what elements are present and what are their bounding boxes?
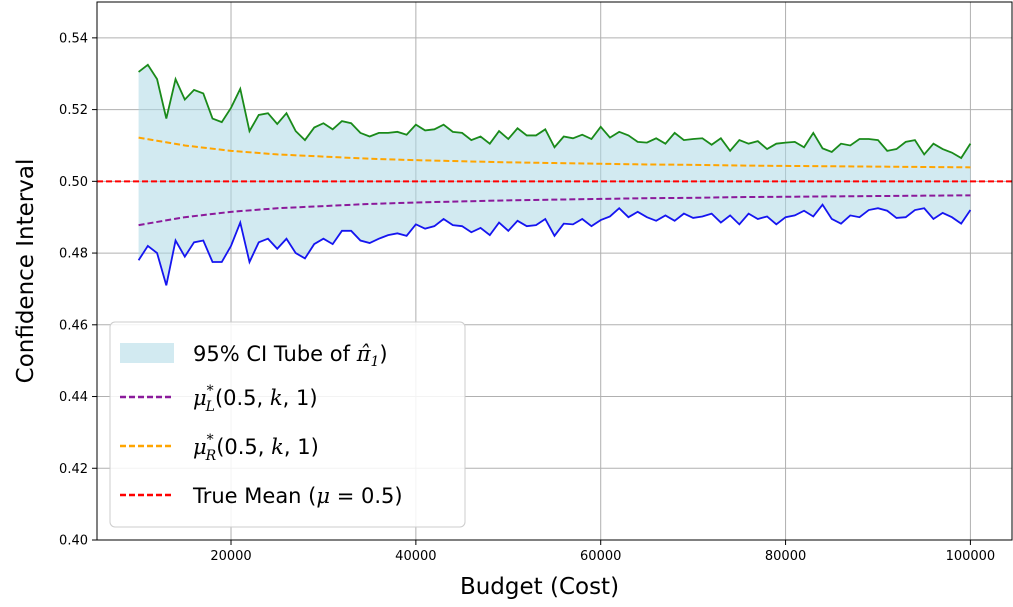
y-tick-label-1: 0.42 [59,462,88,477]
legend-true-symbol: μ [316,484,330,508]
legend-mu-r-args: (0.5, [216,435,271,459]
y-tick-label-4: 0.48 [59,247,88,262]
x-tick-label-0: 20000 [210,549,251,564]
legend: 95% CI Tube of π̂1)μ* L(0.5, k, 1)μ* R(0.5… [110,322,465,527]
y-axis: 0.40 0.42 0.44 0.46 0.48 0.50 0.52 0.54 Confiden… [13,31,97,548]
legend-mu-r-symbol: μ [193,435,207,459]
legend-mu-l-subscript: L [205,399,215,415]
legend-tube-symbol: π̂ [356,342,372,366]
x-tick-label-1: 40000 [395,549,436,564]
legend-tube-prefix: 95% CI Tube of [193,342,357,366]
y-axis-label: Confidence Interval [13,159,39,384]
legend-tube-subscript: 1 [371,354,380,370]
legend-mu-l-args: (0.5, [215,386,270,410]
y-tick-label-3: 0.46 [59,318,88,333]
legend-mu-r-subscript: R [205,448,217,464]
legend-mu-r-k: k [271,435,284,459]
legend-mu-l-superscript: * [207,383,214,399]
legend-mu-l-symbol: μ [193,386,207,410]
legend-mu-r-superscript: * [207,432,214,448]
x-tick-label-3: 80000 [765,549,806,564]
x-tick-label-2: 60000 [580,549,621,564]
y-tick-label-2: 0.44 [59,390,88,405]
x-axis-label: Budget (Cost) [460,574,619,600]
y-tick-label-5: 0.50 [59,175,88,190]
legend-mu-r-tail: , 1) [284,435,319,459]
x-axis: 20000 40000 60000 80000 100000 Budget (Cost) [210,540,995,600]
legend-mu-l-k: k [270,386,283,410]
legend-swatch-tube [120,343,174,363]
y-tick-label-6: 0.52 [59,103,88,118]
y-tick-label-0: 0.40 [59,534,88,549]
x-tick-label-4: 100000 [946,549,996,564]
legend-label-tube: 95% CI Tube of π̂1) [193,342,388,370]
legend-mu-l-tail: , 1) [283,386,318,410]
legend-label-true-mean: True Mean (μ = 0.5) [192,484,403,508]
y-tick-label-7: 0.54 [59,31,88,46]
legend-true-suffix: = 0.5) [330,484,403,508]
legend-true-prefix: True Mean ( [192,484,316,508]
legend-tube-suffix: ) [379,342,387,366]
